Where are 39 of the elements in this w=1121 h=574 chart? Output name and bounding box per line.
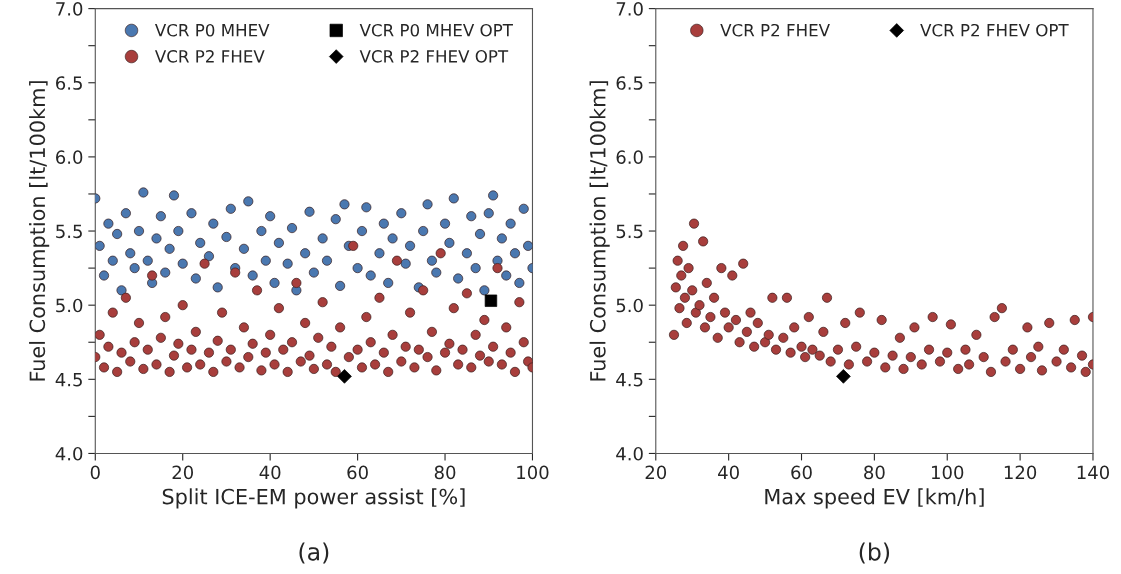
x-tick-label: 120 (1004, 465, 1037, 480)
x-tick-label: 20 (172, 465, 194, 480)
legend-label: VCR P0 MHEV (154, 23, 270, 37)
y-tick-label: 4.5 (55, 373, 82, 387)
y-tick-label: 4.5 (616, 373, 643, 387)
y-axis-title: Fuel Consumption [lt/100km] (589, 81, 610, 381)
x-tick-label: 40 (259, 465, 281, 480)
text: (a) (299, 542, 329, 564)
x-tick-label: 80 (864, 465, 885, 480)
y-tick-label: 5.0 (616, 298, 643, 313)
y-tick-label: 6.5 (616, 76, 643, 90)
x-tick-label: 40 (718, 465, 739, 480)
y-tick-label: 4.0 (55, 446, 83, 461)
x-axis-title: Max speed EV [km/h] (765, 488, 984, 509)
x-tick-label: 20 (645, 465, 667, 480)
x-tick-label: 0 (90, 465, 100, 480)
y-axis-title: Fuel Consumption [lt/100km] (29, 81, 50, 381)
y-tick-label: 6.5 (56, 76, 82, 90)
text: (b) (859, 542, 890, 564)
y-tick-label: 6.0 (616, 150, 643, 165)
x-tick-label: 140 (1077, 465, 1110, 480)
legend-label: VCR P2 FHEV OPT (920, 23, 1069, 37)
legend-label: VCR P2 FHEV OPT (359, 50, 509, 63)
legend-label: VCR P0 MHEV OPT (359, 23, 513, 37)
x-tick-label: 60 (347, 465, 368, 480)
x-axis-title: Split ICE-EM power assist [%] (162, 488, 465, 509)
x-tick-label: 60 (791, 465, 812, 480)
y-tick-label: 5.5 (616, 224, 643, 239)
y-tick-label: 5.0 (56, 298, 83, 313)
y-tick-label: 5.5 (56, 224, 82, 239)
legend-label: VCR P2 FHEV (720, 23, 830, 37)
x-tick-label: 100 (932, 465, 964, 480)
y-tick-label: 7.0 (616, 2, 643, 16)
y-tick-label: 6.0 (56, 150, 83, 165)
x-tick-label: 80 (434, 465, 456, 480)
x-tick-label: 100 (517, 465, 549, 480)
legend-label: VCR P2 FHEV (154, 50, 265, 63)
y-tick-label: 4.0 (616, 446, 643, 461)
y-tick-label: 7.0 (56, 2, 83, 16)
